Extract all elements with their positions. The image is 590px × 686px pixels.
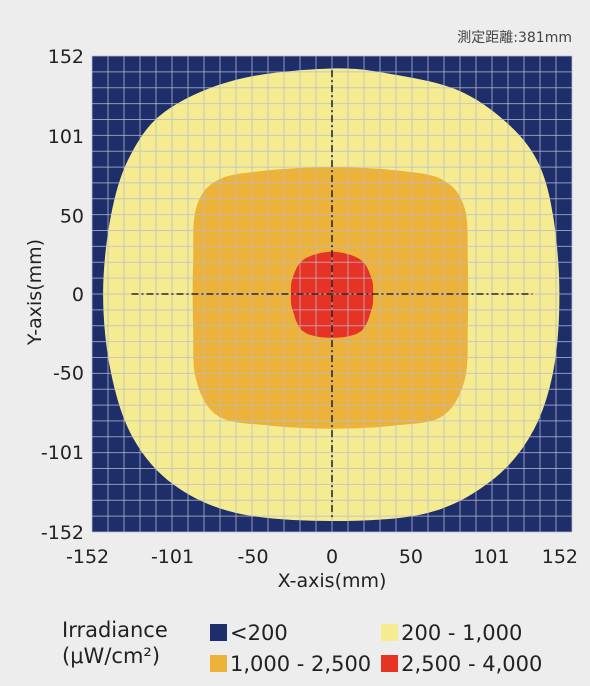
legend-title-line2: (μW/cm²) <box>62 644 161 668</box>
y-tick-label: -50 <box>53 362 84 384</box>
x-tick-label: 101 <box>473 546 509 568</box>
y-tick-label: 50 <box>60 206 84 228</box>
y-tick-label: 152 <box>48 46 84 68</box>
y-tick-label: 0 <box>72 284 84 306</box>
y-axis-label: Y-axis(mm) <box>24 239 46 346</box>
legend-item-200-1000: 200 - 1,000 <box>381 621 542 645</box>
legend-item-under-200: <200 <box>210 621 371 645</box>
legend-label: 200 - 1,000 <box>401 620 523 645</box>
x-tick-label: -50 <box>238 546 269 568</box>
plot-area <box>91 55 573 533</box>
legend-title: Irradiance (μW/cm²) <box>62 617 210 669</box>
measurement-distance-annotation: 測定距離:381mm <box>457 29 572 46</box>
y-tick-label: 101 <box>48 126 84 148</box>
legend-label: 1,000 - 2,500 <box>230 651 372 676</box>
x-axis-ticks: -152 -101 -50 0 50 101 152 <box>66 546 578 568</box>
legend-label: <200 <box>230 620 288 645</box>
legend-swatch <box>381 655 399 672</box>
y-tick-label: -101 <box>41 442 84 464</box>
legend-swatch <box>381 624 399 641</box>
x-tick-label: 152 <box>542 546 578 568</box>
legend-item-1000-2500: 1,000 - 2,500 <box>210 652 371 676</box>
legend-item-2500-4000: 2,500 - 4,000 <box>381 652 542 676</box>
x-tick-label: 0 <box>326 546 338 568</box>
y-tick-label: -152 <box>41 522 84 544</box>
legend: Irradiance (μW/cm²) <200 200 - 1,000 1,0… <box>62 617 552 679</box>
y-axis-ticks: 152 101 50 0 -50 -101 -152 <box>41 46 84 544</box>
x-tick-label: -101 <box>151 546 194 568</box>
legend-label: 2,500 - 4,000 <box>401 651 543 676</box>
x-axis-label: X-axis(mm) <box>278 570 387 592</box>
x-tick-label: 50 <box>399 546 423 568</box>
legend-title-line1: Irradiance <box>62 618 168 642</box>
legend-swatch <box>210 624 227 641</box>
x-tick-label: -152 <box>66 546 109 568</box>
legend-swatch <box>210 655 227 672</box>
